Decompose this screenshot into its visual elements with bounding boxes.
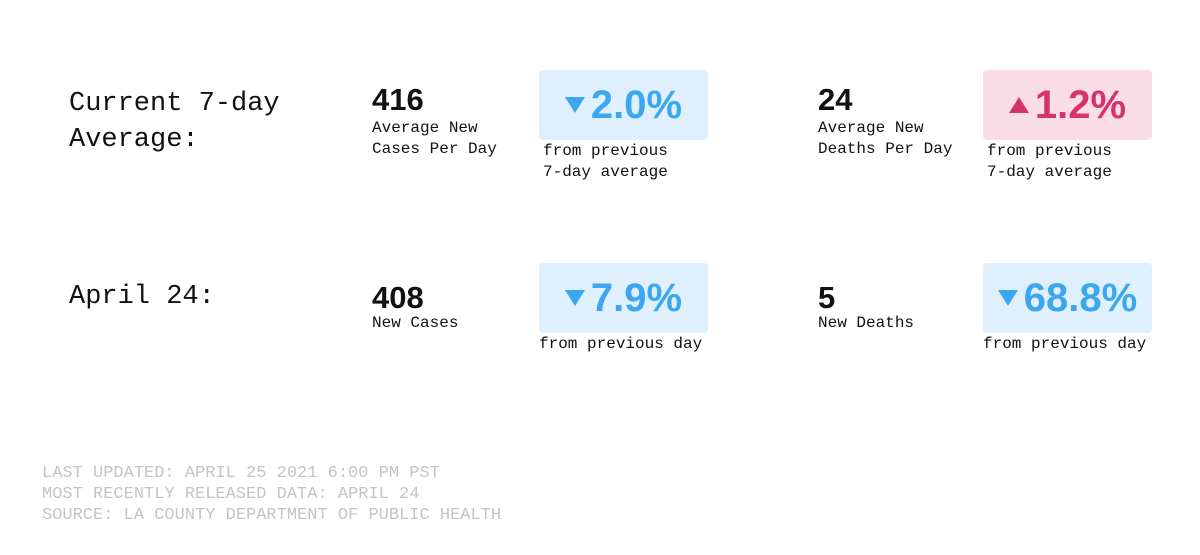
trend-arrow-shape (564, 97, 585, 113)
change-caption: from previous (987, 142, 1112, 160)
change-caption: from previous day (539, 335, 703, 353)
stat-caption: New Cases (372, 314, 459, 332)
trend-arrow-shape (1008, 97, 1029, 113)
change-box: 1.2% (983, 70, 1152, 140)
trend-arrow (997, 290, 1018, 306)
trend-arrow-shape (564, 290, 585, 306)
stat-caption: Average New (372, 119, 478, 137)
stat-caption: Cases Per Day (372, 140, 497, 158)
stat-value: 408 (372, 280, 424, 315)
change-box: 2.0% (539, 70, 708, 140)
change-box: 7.9% (539, 263, 708, 333)
change-caption: 7-day average (987, 163, 1112, 181)
change-caption: from previous day (983, 335, 1147, 353)
footer-line: SOURCE: LA COUNTY DEPARTMENT OF PUBLIC H… (42, 506, 502, 525)
footer-line: MOST RECENTLY RELEASED DATA: APRIL 24 (42, 485, 420, 504)
stat-caption: New Deaths (818, 314, 915, 332)
trend-arrow (564, 97, 585, 113)
stat-caption: Deaths Per Day (818, 140, 953, 158)
change-value: 7.9% (590, 275, 683, 320)
stat-value: 416 (372, 82, 424, 117)
footer-line: LAST UPDATED: APRIL 25 2021 6:00 PM PST (42, 464, 440, 483)
change-value: 68.8% (1023, 275, 1138, 320)
change-box: 68.8% (983, 263, 1152, 333)
stat-value: 5 (818, 280, 836, 315)
trend-arrow (564, 290, 585, 306)
change-caption: 7-day average (543, 163, 668, 181)
row-label: April 24: (69, 282, 215, 312)
change-caption: from previous (543, 142, 668, 160)
row-label: Current 7-day (69, 89, 280, 119)
change-value: 1.2% (1034, 82, 1127, 127)
row-label: Average: (69, 125, 199, 155)
trend-arrow-shape (997, 290, 1018, 306)
trend-arrow (1008, 97, 1029, 113)
change-value: 2.0% (590, 82, 683, 127)
stat-value: 24 (818, 82, 853, 117)
stat-caption: Average New (818, 119, 924, 137)
